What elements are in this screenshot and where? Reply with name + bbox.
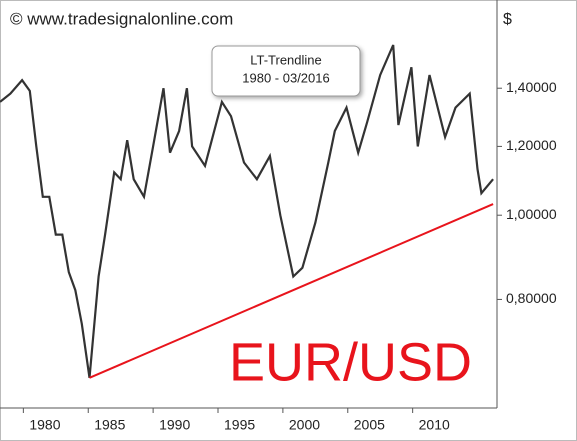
x-tick-label: 1990 [159,417,190,433]
trendline [89,203,494,379]
x-tick-label: 1995 [224,417,255,433]
annotation-box [211,45,361,97]
y-tick-label: 1,00000 [506,206,557,222]
y-tick-label: 0,80000 [506,290,557,306]
y-tick-label: 1,40000 [506,79,557,95]
price-line [0,44,494,378]
x-tick-label: 2010 [419,417,450,433]
symbol-label: EUR/USD [229,332,472,392]
x-tick-label: 2000 [289,417,320,433]
x-tick-label: 1985 [94,417,125,433]
x-tick-label: 2005 [354,417,385,433]
y-axis-label: $ [503,11,512,28]
y-tick-label: 1,20000 [506,137,557,153]
x-tick-label: 1980 [29,417,60,433]
annotation-line: LT-Trendline [250,52,322,67]
annotation-line: 1980 - 03/2016 [242,70,329,85]
watermark: © www.tradesignalonline.com [10,9,233,28]
